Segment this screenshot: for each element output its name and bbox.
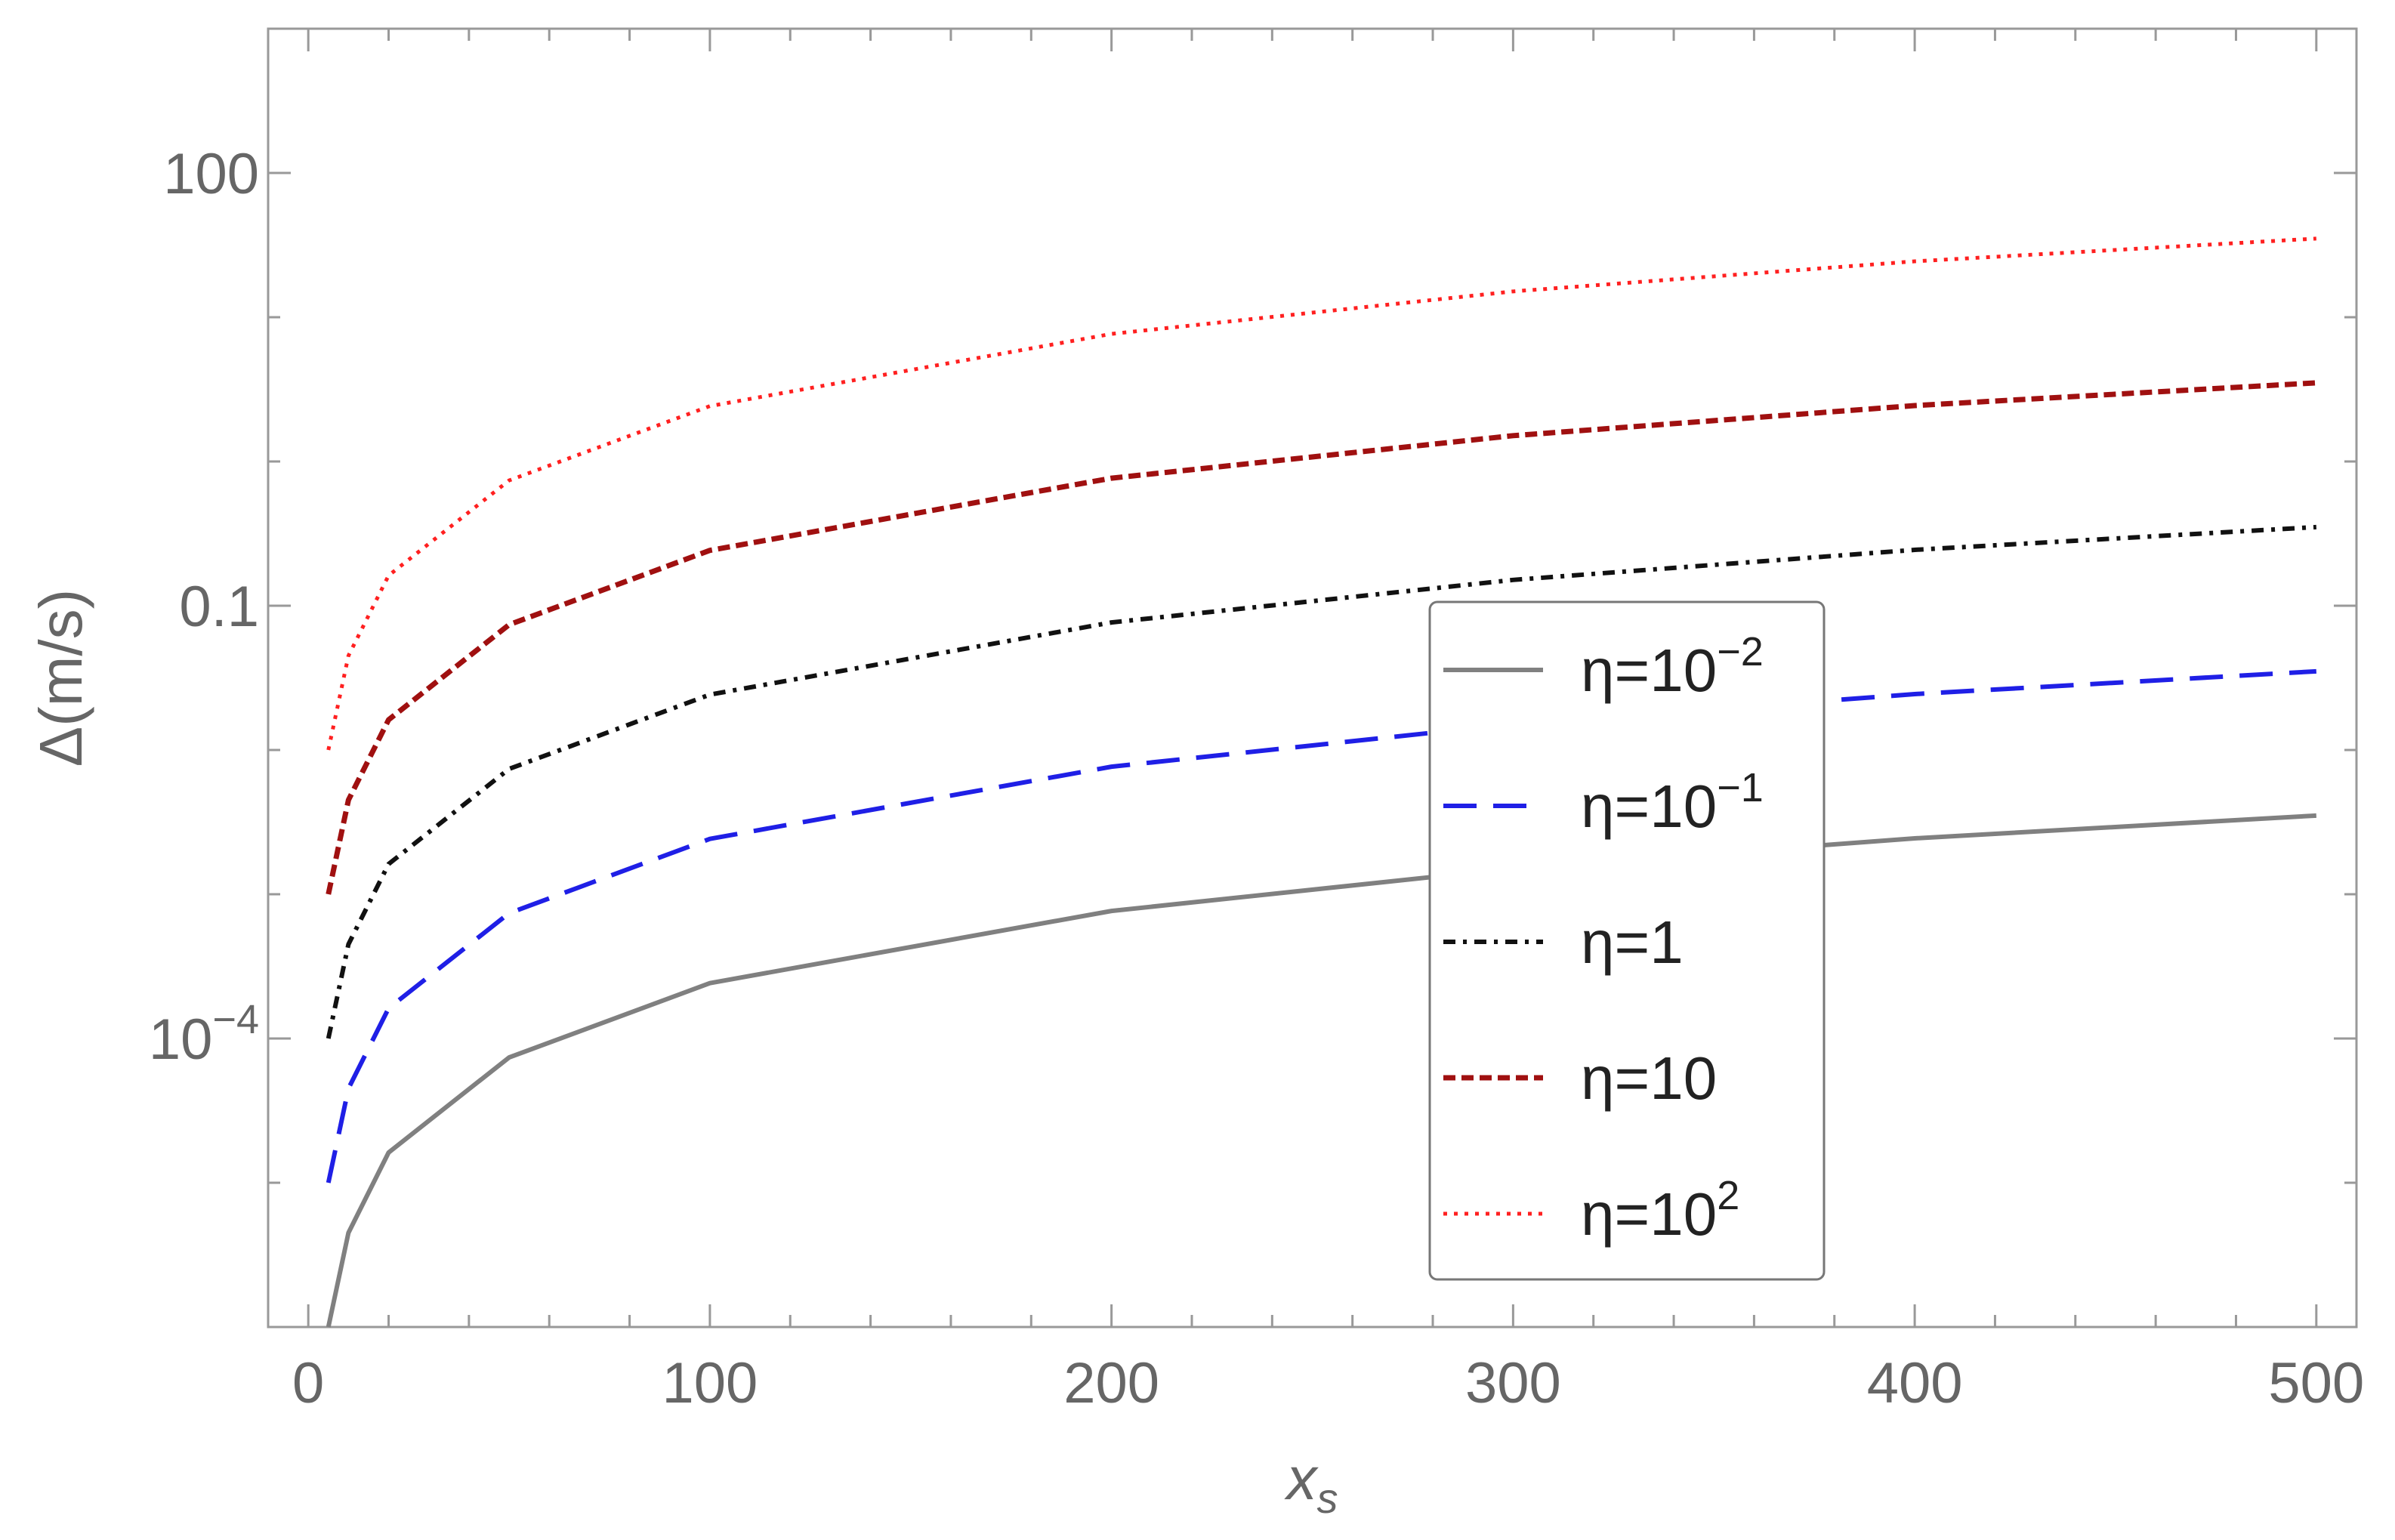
y-tick-label: 100 xyxy=(163,142,259,206)
series-layer xyxy=(326,236,2317,1328)
series-line-4 xyxy=(326,236,2316,751)
x-axis-title-main: x xyxy=(1284,1445,1319,1512)
series-line-0 xyxy=(326,813,2316,1328)
x-tick-label: 300 xyxy=(1465,1351,1561,1415)
y-tick-label: 0.1 xyxy=(179,575,259,639)
series-line-1 xyxy=(326,668,2316,1184)
legend-label-0: η=10−2 xyxy=(1581,629,1764,704)
x-axis-title: xs xyxy=(1284,1445,1338,1522)
x-tick-label: 100 xyxy=(662,1351,758,1415)
x-tick-label: 200 xyxy=(1063,1351,1159,1415)
series-line-3 xyxy=(326,380,2317,895)
legend-label-4: η=102 xyxy=(1581,1173,1739,1248)
y-axis: 100 0.1 10−4 xyxy=(149,27,2356,1329)
legend-label-1: η=10−1 xyxy=(1581,765,1764,840)
x-tick-label: 0 xyxy=(292,1351,324,1415)
y-tick-label: 10−4 xyxy=(149,997,259,1072)
legend-box xyxy=(1428,600,1826,1281)
y-axis-title: Δ(m/s) xyxy=(27,589,94,767)
legend-label-2: η=1 xyxy=(1581,909,1684,976)
plot-frame xyxy=(267,27,2358,1329)
plot-area xyxy=(267,27,2358,1329)
x-axis-title-subscript: s xyxy=(1317,1474,1338,1522)
legend: η=10−2 η=10−1 η=1 η=10 η=102 xyxy=(1428,600,1826,1281)
x-tick-label: 400 xyxy=(1867,1351,1963,1415)
series-line-2 xyxy=(326,524,2316,1039)
x-tick-label: 500 xyxy=(2268,1351,2364,1415)
legend-label-3: η=10 xyxy=(1581,1045,1717,1112)
x-axis: 0 100 200 300 400 500 xyxy=(292,29,2364,1415)
